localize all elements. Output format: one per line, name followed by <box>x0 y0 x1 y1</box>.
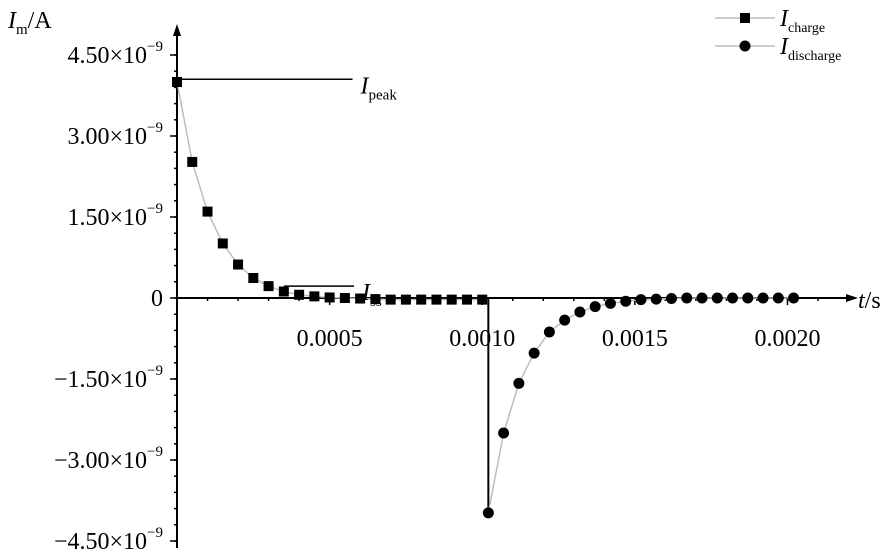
data-point-charge <box>355 293 366 304</box>
data-point-discharge <box>482 507 494 519</box>
data-point-discharge <box>711 292 723 304</box>
y-tick-label: 4.50×10−9 <box>67 39 163 69</box>
y-axis-label: Im/A <box>7 8 52 38</box>
y-axis-arrow-icon <box>173 24 181 36</box>
data-point-discharge <box>788 292 800 304</box>
y-tick-label: 0 <box>151 286 163 312</box>
data-point-discharge <box>498 427 510 439</box>
data-point-charge <box>172 77 182 87</box>
legend-circle-marker-icon <box>739 40 751 52</box>
data-point-discharge <box>543 326 555 338</box>
data-point-discharge <box>635 294 647 306</box>
data-point-charge <box>324 292 335 303</box>
x-tick-label: 0.0005 <box>297 326 363 352</box>
legend-label-discharge: Idischarge <box>779 34 841 64</box>
data-point-charge <box>385 294 396 305</box>
y-tick-label: −1.50×10−9 <box>54 363 163 393</box>
annotations: Ipeak Iss <box>177 73 397 310</box>
data-point-discharge <box>604 297 616 309</box>
data-point-charge <box>370 294 381 305</box>
data-point-charge <box>431 294 442 305</box>
data-point-discharge <box>757 292 769 304</box>
series-group <box>172 77 800 519</box>
annotation-label-peak: Ipeak <box>360 73 398 103</box>
x-tick-label: 0.0010 <box>449 326 515 352</box>
y-tick-label: −4.50×10−9 <box>54 525 163 555</box>
data-point-charge <box>294 289 305 300</box>
data-point-discharge <box>650 293 662 305</box>
data-point-charge <box>263 281 274 292</box>
data-point-discharge <box>620 295 632 307</box>
data-point-discharge <box>559 314 571 326</box>
data-point-charge <box>248 273 259 284</box>
y-tick-label: −3.00×10−9 <box>54 444 163 474</box>
data-point-charge <box>400 294 411 305</box>
data-point-discharge <box>665 293 677 305</box>
data-point-discharge <box>681 292 693 304</box>
data-point-discharge <box>528 347 540 359</box>
data-point-charge <box>187 156 198 167</box>
legend-square-marker-icon <box>740 13 750 23</box>
data-point-charge <box>446 294 457 305</box>
x-tick-label: 0.0020 <box>754 326 820 352</box>
data-point-discharge <box>772 292 784 304</box>
ticks: 4.50×10−9 3.00×10−9 1.50×10−9 0 −1.50×10−9 −3… <box>54 39 821 555</box>
y-tick-label: 1.50×10−9 <box>67 201 163 231</box>
data-point-charge <box>461 294 472 305</box>
data-point-discharge <box>589 301 601 313</box>
data-point-charge <box>339 293 350 303</box>
legend-label-charge: Icharge <box>779 6 825 36</box>
data-point-charge <box>233 259 244 270</box>
data-point-discharge <box>742 292 754 304</box>
series-line-charge <box>176 81 483 301</box>
data-point-charge <box>309 291 320 302</box>
x-axis-arrow-icon <box>846 294 858 302</box>
x-tick-label: 0.0015 <box>602 326 668 352</box>
data-point-discharge <box>696 292 708 304</box>
data-point-discharge <box>574 306 586 318</box>
x-axis-label: t/s <box>858 288 881 314</box>
data-point-discharge <box>513 377 525 389</box>
annotation-label-ss: Iss <box>361 280 382 310</box>
data-point-charge <box>202 206 213 217</box>
data-point-discharge <box>727 292 739 304</box>
y-tick-label: 3.00×10−9 <box>67 120 163 150</box>
data-point-charge <box>278 286 289 297</box>
data-point-charge <box>217 238 228 249</box>
data-point-charge <box>477 294 488 305</box>
data-point-charge <box>416 294 427 305</box>
